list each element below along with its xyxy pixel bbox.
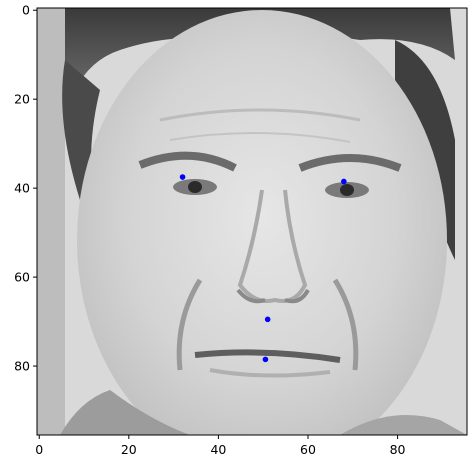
- y-tick-label: 60: [14, 270, 30, 285]
- face-photo: [37, 8, 467, 435]
- x-tick-label: 80: [390, 442, 406, 457]
- y-tick-label: 40: [14, 181, 30, 196]
- x-tick-label: 0: [35, 442, 43, 457]
- axes-frame: [36, 7, 468, 436]
- x-axis: 0 20 40 60 80: [35, 435, 406, 457]
- x-tick-label: 40: [210, 442, 226, 457]
- data-point-4: [264, 316, 271, 323]
- x-tick-label: 20: [121, 442, 137, 457]
- data-point-2: [179, 174, 186, 180]
- y-axis: 0 20 40 60 80: [14, 3, 37, 374]
- data-point-5: [262, 356, 269, 363]
- x-tick-label: 60: [300, 442, 316, 457]
- data-point-3: [341, 178, 347, 185]
- y-tick-label: 0: [22, 3, 30, 18]
- points-layer: [179, 174, 347, 363]
- y-tick-label: 20: [14, 92, 30, 107]
- y-tick-label: 80: [14, 359, 30, 374]
